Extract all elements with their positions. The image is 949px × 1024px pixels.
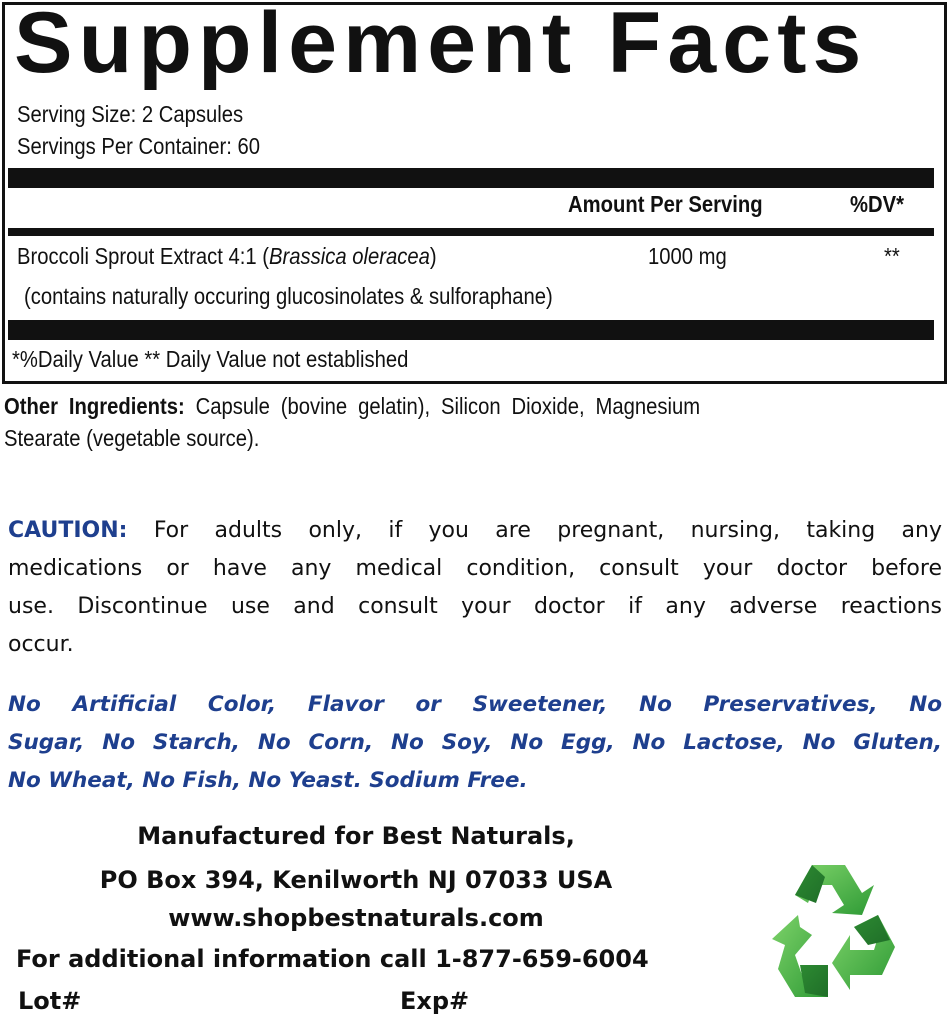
free-from-line3: No Wheat, No Fish, No Yeast. Sodium Free… — [8, 768, 528, 793]
ingredient-dv: ** — [884, 243, 900, 269]
other-ingredients-line2: Stearate (vegetable source). — [4, 425, 260, 451]
phone-line: For additional information call 1-877-65… — [16, 945, 649, 973]
supplement-facts-panel — [2, 2, 947, 384]
thick-divider — [8, 320, 934, 340]
dv-header: %DV* — [850, 191, 904, 217]
panel-title: Supplement Facts — [14, 0, 868, 91]
serving-size: Serving Size: 2 Capsules — [17, 101, 244, 127]
caution-line1: CAUTION: For adults only, if you are pre… — [8, 512, 942, 550]
ingredient-latin: Brassica oleracea — [268, 243, 430, 269]
free-from-line2: Sugar, No Starch, No Corn, No Soy, No Eg… — [8, 730, 942, 755]
ingredient-name: Broccoli Sprout Extract 4:1 (Brassica ol… — [17, 243, 437, 270]
thin-divider — [8, 228, 934, 236]
lot-label: Lot# — [18, 987, 82, 1015]
caution-line3: use. Discontinue use and consult your do… — [8, 594, 942, 619]
amount-header: Amount Per Serving — [568, 191, 763, 217]
caution-label: CAUTION: — [8, 518, 128, 543]
caution-line2: medications or have any medical conditio… — [8, 556, 942, 581]
ingredient-amount: 1000 mg — [648, 243, 727, 269]
free-from-line1: No Artificial Color, Flavor or Sweetener… — [8, 692, 942, 717]
ingredient-label: Broccoli Sprout Extract 4:1 ( — [17, 243, 269, 269]
caution-text: For adults only, if you are pregnant, nu… — [153, 518, 942, 543]
ingredient-close: ) — [429, 243, 437, 269]
other-ingredients-line1: Other Ingredients: Capsule (bovine gelat… — [4, 393, 700, 420]
manufacturer-name: Manufactured for Best Naturals, — [137, 822, 575, 850]
ingredient-note: (contains naturally occuring glucosinola… — [24, 283, 553, 309]
servings-per-container: Servings Per Container: 60 — [17, 133, 261, 159]
thick-divider — [8, 168, 934, 188]
caution-line4: occur. — [8, 632, 74, 657]
exp-label: Exp# — [400, 987, 470, 1015]
manufacturer-website[interactable]: www.shopbestnaturals.com — [168, 904, 544, 932]
other-ingredients-text: Capsule (bovine gelatin), Silicon Dioxid… — [195, 393, 701, 419]
recycle-icon — [772, 865, 895, 997]
footnote: *%Daily Value ** Daily Value not establi… — [12, 346, 409, 372]
other-ingredients-label: Other Ingredients: — [4, 393, 185, 419]
manufacturer-address: PO Box 394, Kenilworth NJ 07033 USA — [99, 866, 613, 894]
